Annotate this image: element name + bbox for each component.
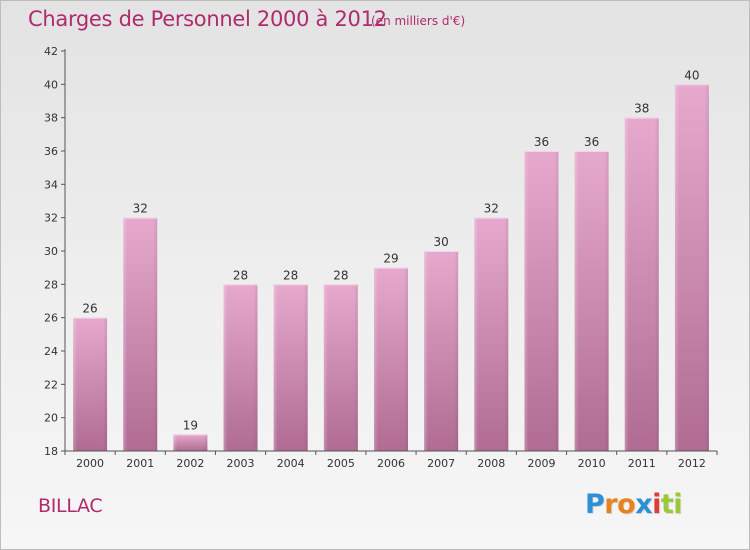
x-tick-label: 2005 [327,457,355,470]
bar-shine [73,317,108,451]
logo-letter: i [652,489,661,520]
x-tick-label: 2002 [176,457,204,470]
bar-shine [173,434,208,451]
logo-letter: r [604,489,618,520]
data-label: 40 [684,68,699,82]
x-tick-label: 2003 [227,457,255,470]
y-tick-label: 42 [44,45,58,58]
logo-letter: i [673,489,683,520]
y-tick-label: 30 [44,245,58,258]
bar-shine [374,267,408,451]
bar-shine [474,217,509,451]
data-label: 28 [333,268,348,282]
logo-letter: x [635,489,653,520]
commune-name: BILLAC [38,495,103,517]
data-label: 28 [233,268,248,282]
y-tick-label: 22 [44,378,58,391]
logo-letter: o [617,489,636,520]
y-tick-label: 28 [44,278,58,291]
x-tick-label: 2004 [277,457,305,470]
y-tick-label: 18 [44,445,58,458]
data-label: 30 [434,235,449,249]
data-label: 28 [283,268,298,282]
y-tick-label: 34 [44,178,58,191]
x-tick-label: 2008 [477,457,505,470]
y-tick-label: 24 [44,345,58,358]
chart-subtitle: (en milliers d'€) [371,14,466,28]
data-label: 36 [534,135,549,149]
data-label: 29 [383,252,398,266]
logo-letter: t [660,489,674,520]
y-tick-label: 32 [44,212,58,225]
bar-shine [674,84,709,451]
x-tick-label: 2006 [377,457,405,470]
x-tick-label: 2007 [427,457,455,470]
bar-shine [624,117,659,452]
data-label: 26 [82,302,97,316]
bar-shine [123,217,158,451]
bar-shine [424,251,459,451]
y-tick-label: 20 [44,412,58,425]
x-tick-label: 2000 [76,457,104,470]
y-tick-label: 38 [44,112,58,125]
data-label: 32 [133,202,148,216]
data-label: 36 [584,135,599,149]
bar-shine [273,284,308,451]
chart-title: Charges de Personnel 2000 à 2012 [28,7,387,31]
x-tick-label: 2011 [628,457,656,470]
y-tick-label: 36 [44,145,58,158]
x-tick-label: 2012 [678,457,706,470]
bar-shine [524,151,559,451]
bar-shine [323,284,358,451]
y-tick-label: 26 [44,312,58,325]
data-label: 19 [183,418,198,432]
x-tick-label: 2009 [527,457,555,470]
logo-letter: P [585,489,605,520]
bar-shine [574,151,609,451]
data-label: 32 [484,202,499,216]
bar-shine [223,284,258,451]
x-tick-label: 2001 [126,457,154,470]
y-tick-label: 40 [44,78,58,91]
data-label: 38 [634,102,649,116]
proxiti-logo: Proxiti [585,489,683,520]
x-tick-label: 2010 [578,457,606,470]
